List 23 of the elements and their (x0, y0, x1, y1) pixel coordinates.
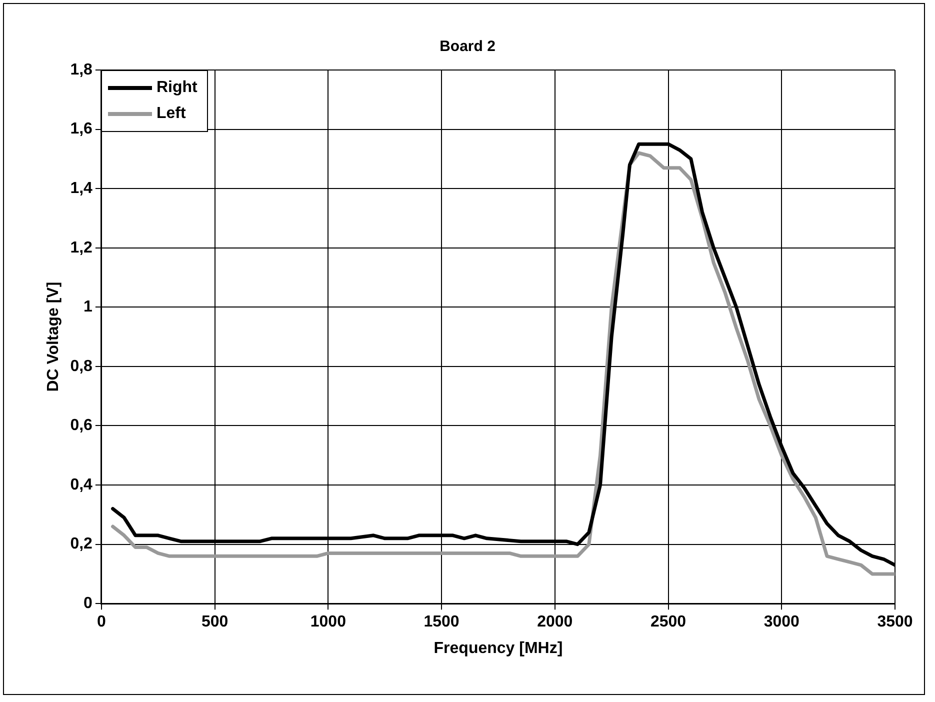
x-tick-label: 3500 (877, 614, 913, 631)
x-tick-label: 3000 (764, 614, 800, 631)
x-tick-label: 1000 (310, 614, 346, 631)
y-tick-label: 1,4 (70, 180, 93, 197)
x-tick-label: 500 (201, 614, 228, 631)
y-tick-label: 0,2 (70, 536, 93, 553)
y-tick-label: 0 (84, 595, 93, 612)
legend-label: Left (156, 105, 186, 123)
x-tick-label: 2000 (537, 614, 573, 631)
y-axis-title: DC Voltage [V] (45, 282, 62, 392)
x-axis-title: Frequency [MHz] (434, 640, 563, 657)
y-tick-label: 0,6 (70, 417, 93, 434)
y-tick-label: 0,8 (70, 358, 93, 375)
x-tick-label: 1500 (424, 614, 460, 631)
chart-title: Board 2 (440, 38, 496, 56)
legend-label: Right (156, 79, 198, 97)
y-tick-label: 1,6 (70, 120, 93, 138)
y-tick-label: 1,2 (70, 239, 93, 256)
y-tick-label: 1 (84, 298, 93, 316)
y-tick-label: 1,8 (70, 61, 93, 78)
x-tick-label: 0 (96, 614, 106, 631)
x-tick-label: 2500 (650, 614, 686, 631)
y-tick-label: 0,4 (70, 476, 93, 494)
